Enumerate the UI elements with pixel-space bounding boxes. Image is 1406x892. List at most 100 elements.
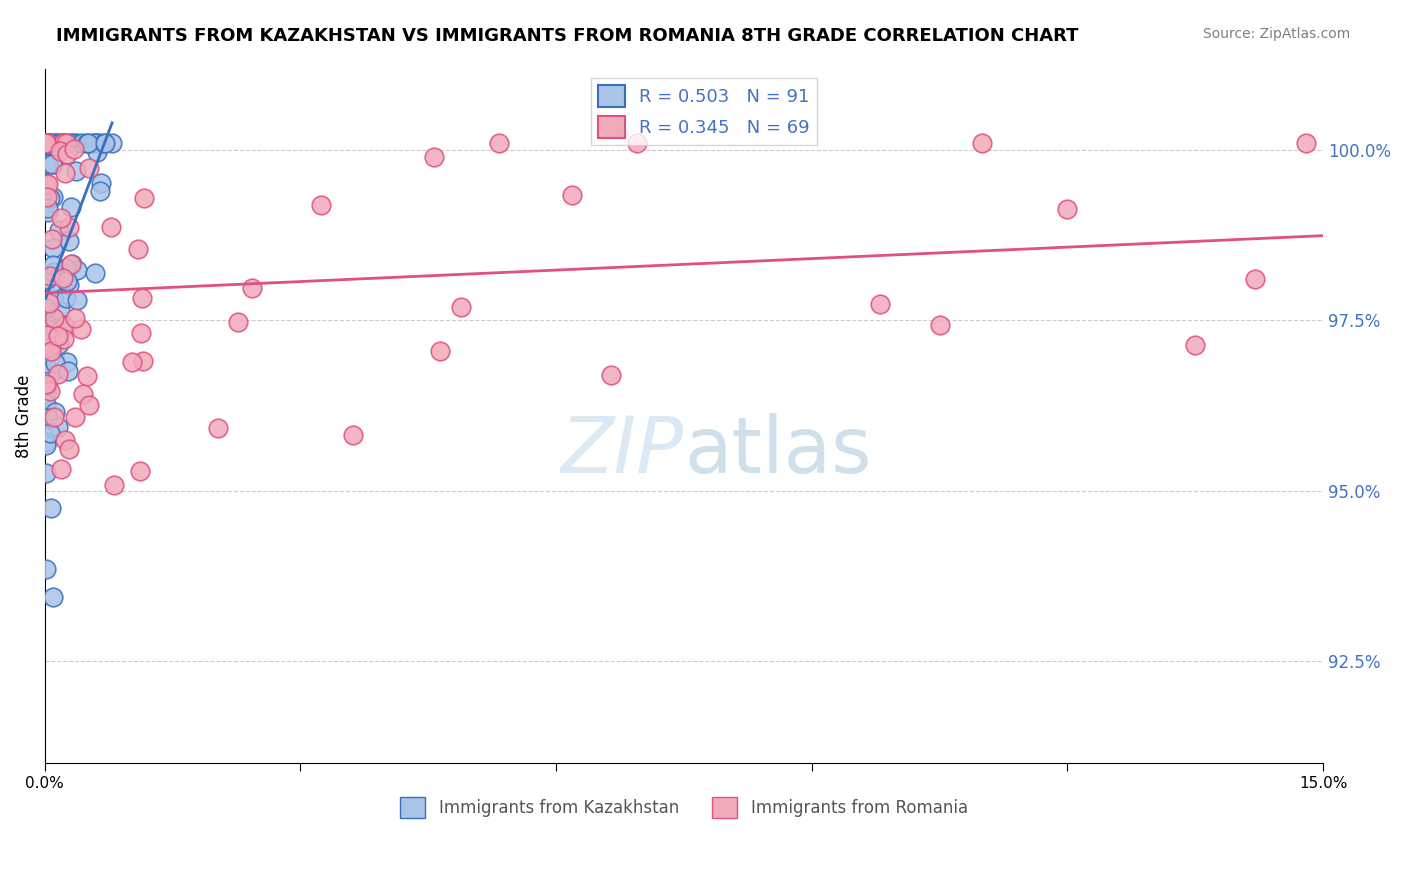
Point — [38, 269, 60, 284]
Point — [39, 500, 62, 515]
Point — [56, 274, 79, 288]
Point — [42, 136, 65, 151]
Point — [51, 136, 73, 151]
Point — [44, 405, 66, 419]
Point — [41, 157, 63, 171]
Point — [38, 296, 60, 310]
Point — [132, 354, 155, 368]
Point — [53, 319, 76, 334]
Point — [49, 144, 72, 158]
Point — [37, 204, 59, 219]
Point — [422, 150, 444, 164]
Point — [94, 136, 117, 151]
Point — [76, 369, 98, 384]
Point — [42, 241, 65, 255]
Point — [35, 157, 58, 171]
Point — [37, 336, 59, 351]
Point — [52, 332, 75, 346]
Point — [42, 292, 65, 306]
Point — [56, 136, 79, 151]
Point — [39, 340, 62, 354]
Point — [131, 291, 153, 305]
Point — [70, 322, 93, 336]
Point — [42, 410, 65, 425]
Point — [55, 291, 77, 305]
Point — [49, 461, 72, 475]
Point — [35, 321, 58, 335]
Point — [52, 136, 75, 151]
Point — [51, 211, 73, 226]
Point — [100, 220, 122, 235]
Point — [39, 343, 62, 358]
Point — [869, 296, 891, 310]
Point — [41, 366, 63, 380]
Point — [450, 301, 472, 315]
Point — [52, 271, 75, 285]
Point — [45, 136, 67, 151]
Point — [35, 327, 58, 342]
Point — [35, 317, 58, 331]
Point — [121, 355, 143, 369]
Point — [34, 435, 56, 450]
Y-axis label: 8th Grade: 8th Grade — [15, 374, 32, 458]
Point — [56, 354, 79, 368]
Point — [35, 178, 58, 192]
Point — [42, 190, 65, 204]
Point — [41, 231, 63, 245]
Point — [37, 157, 59, 171]
Point — [89, 136, 111, 151]
Point — [34, 397, 56, 411]
Point — [66, 136, 89, 151]
Point — [35, 377, 58, 392]
Point — [35, 157, 58, 171]
Point — [38, 136, 60, 151]
Point — [48, 223, 70, 237]
Point — [37, 190, 59, 204]
Point — [35, 271, 58, 285]
Point — [488, 136, 510, 151]
Point — [52, 136, 75, 151]
Point — [34, 301, 56, 316]
Point — [132, 191, 155, 205]
Point — [35, 136, 58, 151]
Point — [60, 136, 83, 151]
Point — [226, 315, 249, 329]
Point — [35, 377, 58, 392]
Point — [44, 139, 66, 153]
Point — [309, 198, 332, 212]
Point — [429, 343, 451, 358]
Point — [42, 157, 65, 171]
Point — [34, 157, 56, 171]
Point — [83, 136, 105, 151]
Point — [35, 376, 58, 391]
Point — [37, 411, 59, 425]
Point — [35, 136, 58, 151]
Point — [101, 136, 124, 151]
Text: Source: ZipAtlas.com: Source: ZipAtlas.com — [1202, 27, 1350, 41]
Point — [48, 336, 70, 351]
Point — [35, 157, 58, 171]
Point — [70, 136, 93, 151]
Point — [1184, 337, 1206, 351]
Point — [34, 136, 56, 151]
Point — [37, 202, 59, 216]
Point — [45, 136, 67, 151]
Text: atlas: atlas — [683, 413, 872, 489]
Point — [561, 187, 583, 202]
Point — [44, 310, 66, 325]
Point — [127, 242, 149, 256]
Point — [49, 303, 72, 318]
Point — [58, 278, 80, 293]
Point — [35, 136, 58, 151]
Point — [89, 184, 111, 198]
Point — [63, 311, 86, 326]
Point — [90, 176, 112, 190]
Point — [77, 136, 100, 151]
Point — [38, 334, 60, 349]
Point — [58, 442, 80, 456]
Point — [55, 136, 77, 151]
Point — [65, 163, 87, 178]
Point — [39, 191, 62, 205]
Point — [56, 146, 79, 161]
Point — [48, 419, 70, 434]
